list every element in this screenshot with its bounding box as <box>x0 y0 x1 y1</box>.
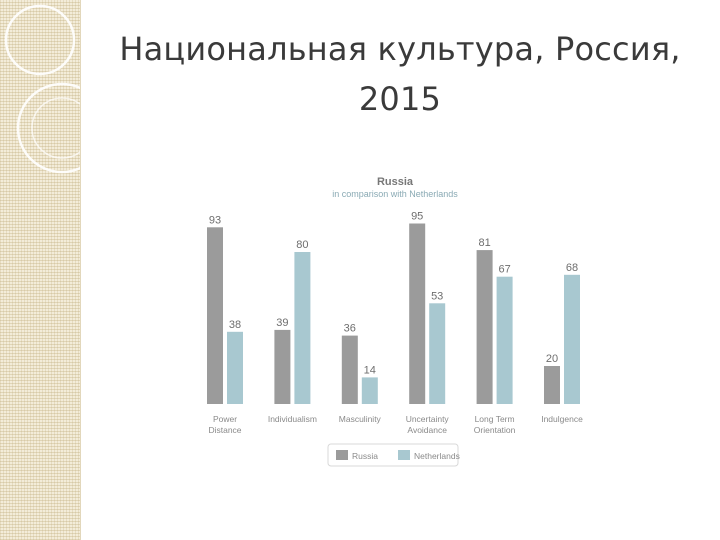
bar-netherlands <box>429 303 446 404</box>
chart-legend: Russia Netherlands <box>327 443 460 467</box>
data-label-netherlands: 80 <box>296 239 308 251</box>
data-label-netherlands: 14 <box>364 364 376 376</box>
bar-netherlands <box>496 276 513 404</box>
data-label-netherlands: 67 <box>498 264 510 276</box>
category-label: Avoidance <box>407 425 447 435</box>
category-label: Uncertainty <box>406 414 450 424</box>
category-label: Distance <box>208 425 241 435</box>
slide-title-line-1: Национальная культура, Россия, <box>119 30 681 68</box>
chart-subtitle: in comparison with Netherlands <box>332 189 458 199</box>
slide-title: Национальная культура, Россия, 2015 <box>100 24 700 124</box>
legend-swatch-russia <box>336 450 348 460</box>
decorative-circles <box>4 4 80 174</box>
bar-netherlands <box>564 274 580 404</box>
chart-title: Russia <box>377 176 414 188</box>
legend-label-netherlands: Netherlands <box>414 451 460 461</box>
bar-netherlands <box>294 252 311 404</box>
bar-russia <box>409 223 426 404</box>
slide-title-line-2: 2015 <box>358 80 442 118</box>
category-label: Power <box>213 414 237 424</box>
bar-russia <box>341 335 358 404</box>
data-label-russia: 20 <box>546 353 558 365</box>
bar-russia <box>476 250 493 404</box>
data-label-netherlands: 53 <box>431 290 443 302</box>
bar-russia <box>207 227 223 404</box>
data-label-russia: 39 <box>276 317 288 329</box>
legend-label-russia: Russia <box>352 451 378 461</box>
category-label: Indulgence <box>541 414 583 424</box>
bar-russia <box>544 366 560 404</box>
category-label: Long Term <box>475 414 515 424</box>
bar-netherlands <box>361 377 378 404</box>
hofstede-bar-chart: Russia in comparison with Netherlands 93… <box>207 176 583 467</box>
bar-russia <box>274 329 291 404</box>
side-strip-edge <box>80 0 81 540</box>
data-label-russia: 93 <box>209 214 221 226</box>
data-label-netherlands: 38 <box>229 319 241 331</box>
legend-swatch-netherlands <box>398 450 410 460</box>
bar-netherlands <box>227 331 243 404</box>
data-label-russia: 36 <box>344 323 356 335</box>
chart-container: Russia in comparison with Netherlands 93… <box>190 168 600 468</box>
legend-box <box>327 443 459 467</box>
category-label: Individualism <box>268 414 317 424</box>
category-label: Masculinity <box>339 414 382 424</box>
category-label: Orientation <box>474 425 516 435</box>
data-label-russia: 95 <box>411 211 423 223</box>
data-label-russia: 81 <box>478 237 490 249</box>
data-label-netherlands: 68 <box>566 262 578 274</box>
